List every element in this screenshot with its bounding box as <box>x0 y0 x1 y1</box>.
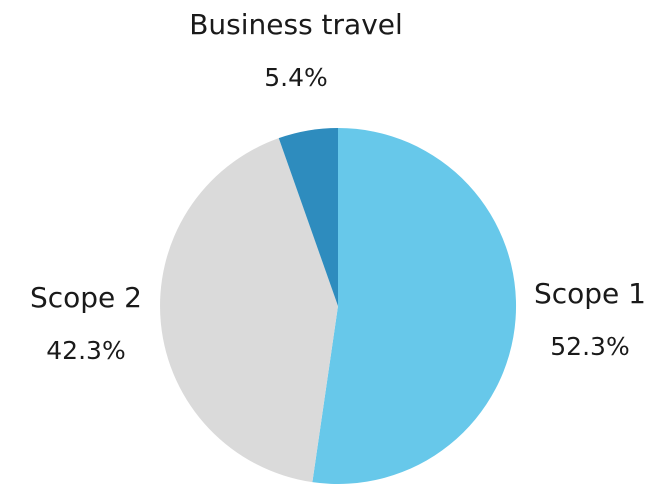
slice-value-business-travel: 5.4% <box>264 63 328 92</box>
slice-label-business-travel: Business travel <box>189 8 403 41</box>
slice-value-scope-1: 52.3% <box>550 332 629 361</box>
pie-slices <box>160 127 517 485</box>
slice-value-scope-2: 42.3% <box>46 336 125 365</box>
pie-slice-scope-2 <box>160 138 338 483</box>
slice-label-scope-2: Scope 2 <box>30 281 142 314</box>
slice-label-scope-1: Scope 1 <box>534 277 646 310</box>
pie-labels: Scope 1 52.3% Scope 2 42.3% Business travel 5… <box>30 8 646 365</box>
pie-slice-business-travel <box>278 128 338 306</box>
pie-slice-scope-1 <box>312 127 517 485</box>
